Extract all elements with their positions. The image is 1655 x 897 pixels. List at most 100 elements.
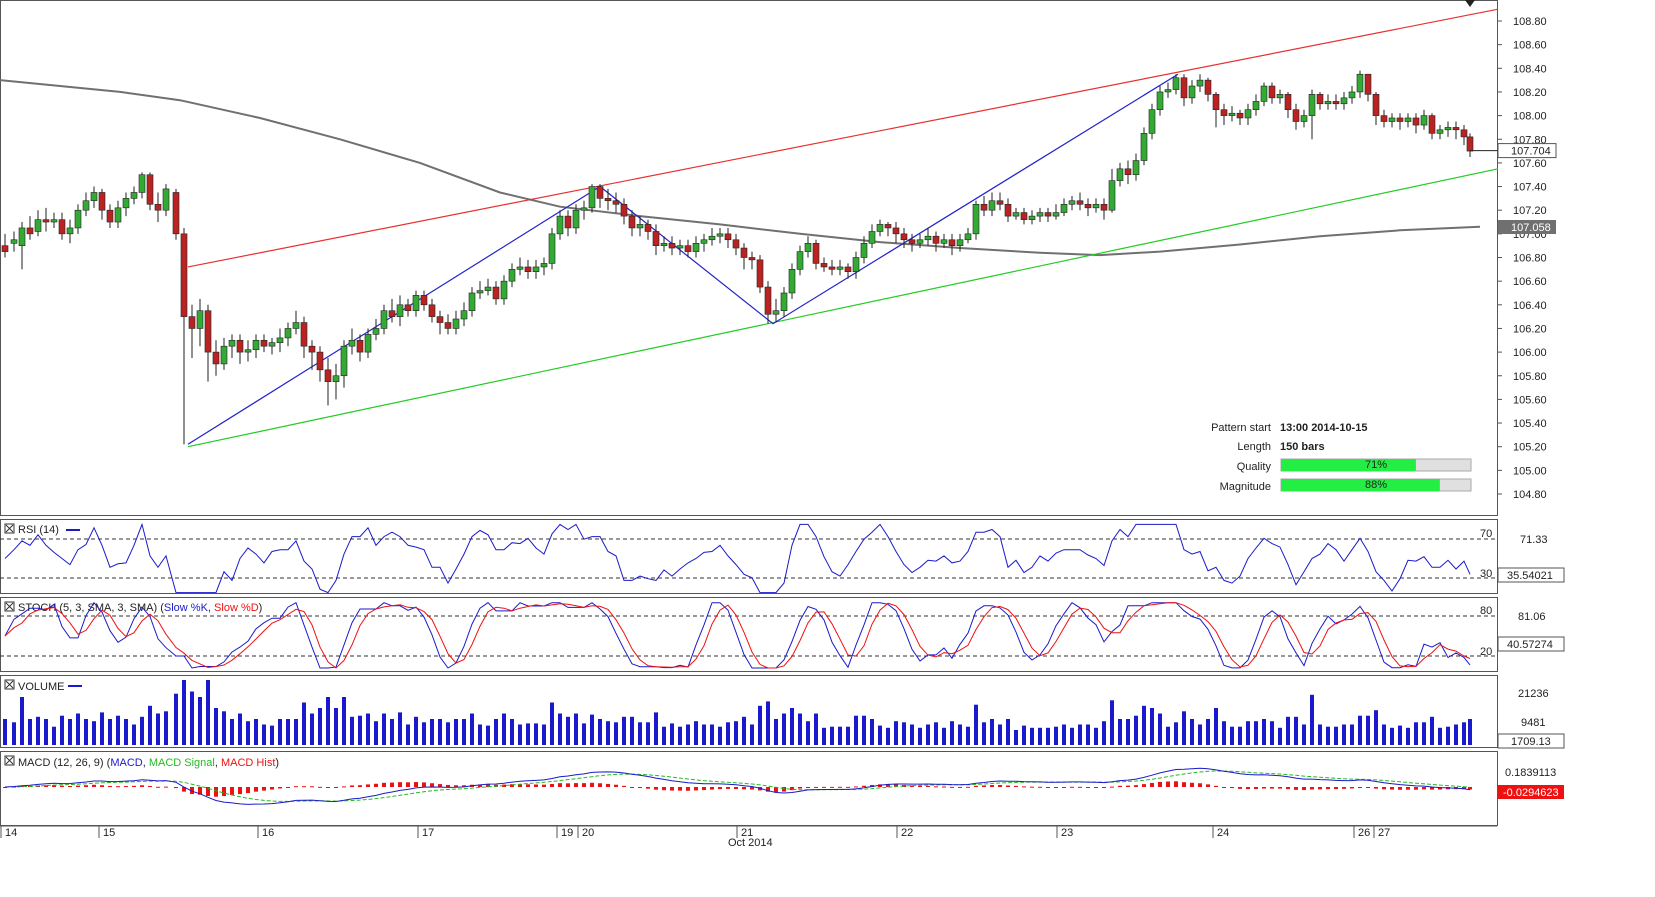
ma-line: [0, 79, 1481, 257]
stoch-last-label: 40.57274: [1507, 639, 1553, 651]
macd-hist-bar: [454, 785, 458, 787]
volume-bar: [806, 721, 810, 745]
volume-bar: [1118, 719, 1122, 745]
macd-hist-bar: [686, 787, 690, 791]
volume-bar: [132, 724, 136, 745]
candle-body: [644, 224, 652, 232]
x-tick-label: 14: [5, 827, 17, 839]
candle-body: [1116, 168, 1124, 181]
macd-hist-bar: [318, 786, 322, 788]
volume-bar: [1054, 726, 1058, 745]
volume-bar: [854, 715, 858, 745]
volume-bar: [1198, 724, 1202, 745]
candle-body: [708, 235, 716, 241]
volume-bar: [1134, 715, 1138, 745]
volume-bar: [718, 726, 722, 745]
volume-bar: [990, 719, 994, 745]
candle-body: [380, 310, 388, 329]
candle-body: [308, 345, 316, 353]
macd-hist-bar: [1374, 787, 1378, 789]
macd-hist-bar: [542, 784, 546, 787]
macd-hist-bar: [414, 782, 418, 787]
candle-body: [1028, 215, 1036, 220]
stoch-axis-label: 81.06: [1518, 611, 1546, 623]
candle-body: [980, 203, 988, 211]
price-tick-label: 106.00: [1513, 347, 1547, 359]
macd-hist-bar: [76, 785, 80, 787]
volume-bar: [1230, 726, 1234, 745]
candle-body: [188, 316, 196, 329]
price-tick-label: 106.20: [1513, 323, 1547, 335]
macd-hist-bar: [1422, 787, 1426, 790]
x-axis-month-label: Oct 2014: [728, 837, 773, 849]
candle-body: [90, 192, 98, 202]
candle-body: [372, 328, 380, 335]
candle-body: [1452, 127, 1460, 131]
volume-bar: [1422, 722, 1426, 745]
macd-hist-bar: [558, 783, 562, 787]
volume-bar: [1166, 726, 1170, 745]
macd-hist-bar: [790, 787, 794, 791]
volume-bar: [1374, 710, 1378, 745]
candle-body: [268, 342, 276, 347]
candle-body: [612, 200, 620, 205]
candlesticks: [1, 70, 1474, 445]
candle-body: [1466, 136, 1474, 152]
candle-body: [868, 231, 876, 244]
price-tick-label: 106.40: [1513, 300, 1547, 312]
candle-body: [212, 351, 220, 365]
candle-body: [468, 292, 476, 312]
candle-body: [396, 304, 404, 317]
volume-bar: [726, 722, 730, 745]
volume-bar: [302, 702, 306, 745]
volume-bar: [3, 719, 7, 745]
macd-last-box: [1498, 785, 1564, 799]
scroll-marker-icon[interactable]: [1465, 0, 1475, 7]
macd-hist-bar: [622, 785, 626, 787]
macd-hist-bar: [374, 783, 378, 787]
candle-body: [1052, 212, 1060, 217]
macd-hist-bar: [1468, 787, 1472, 790]
macd-hist-bar: [1270, 787, 1274, 789]
volume-bar: [598, 719, 602, 745]
volume-bar: [1246, 721, 1250, 745]
macd-hist-bar: [702, 787, 706, 791]
macd-hist-bar: [798, 787, 802, 789]
macd-hist-bar: [1214, 785, 1218, 787]
macd-hist-bar: [1134, 785, 1138, 787]
candle-body: [1220, 109, 1228, 116]
volume-bar: [76, 713, 80, 745]
volume-bar: [678, 726, 682, 745]
candle-body: [452, 318, 460, 329]
macd-hist-bar: [1142, 784, 1146, 787]
candle-body: [780, 292, 788, 312]
candle-body: [660, 243, 668, 246]
macd-hist-bar: [766, 787, 770, 792]
macd-hist-bar: [910, 785, 914, 787]
price-labels: 107.704 107.058: [1470, 143, 1557, 234]
macd-hist-bar: [606, 783, 610, 787]
candle-body: [252, 339, 260, 351]
candle-body: [1388, 117, 1396, 122]
volume-bar: [140, 716, 144, 745]
volume-bar: [294, 719, 298, 745]
candle-body: [540, 263, 548, 268]
macd-hist-bar: [782, 787, 786, 792]
candle-body: [1004, 203, 1012, 217]
macd-hist-bar: [124, 786, 128, 788]
volume-bar: [382, 713, 386, 745]
macd-hist-bar: [750, 787, 754, 790]
quality-value: 71%: [1365, 459, 1387, 471]
macd-hist-bar: [526, 784, 530, 787]
channel-upper-line: [187, 8, 1499, 268]
candle-body: [508, 269, 516, 282]
candle-body: [820, 263, 828, 268]
volume-bar: [182, 680, 186, 745]
candle-body: [604, 198, 612, 202]
volume-bar: [1318, 724, 1322, 745]
macd-hist-bar: [1118, 785, 1122, 787]
candle-body: [748, 257, 756, 261]
stoch-close-icon: [5, 602, 14, 611]
macd-hist-bar: [366, 784, 370, 787]
volume-bar: [750, 724, 754, 745]
